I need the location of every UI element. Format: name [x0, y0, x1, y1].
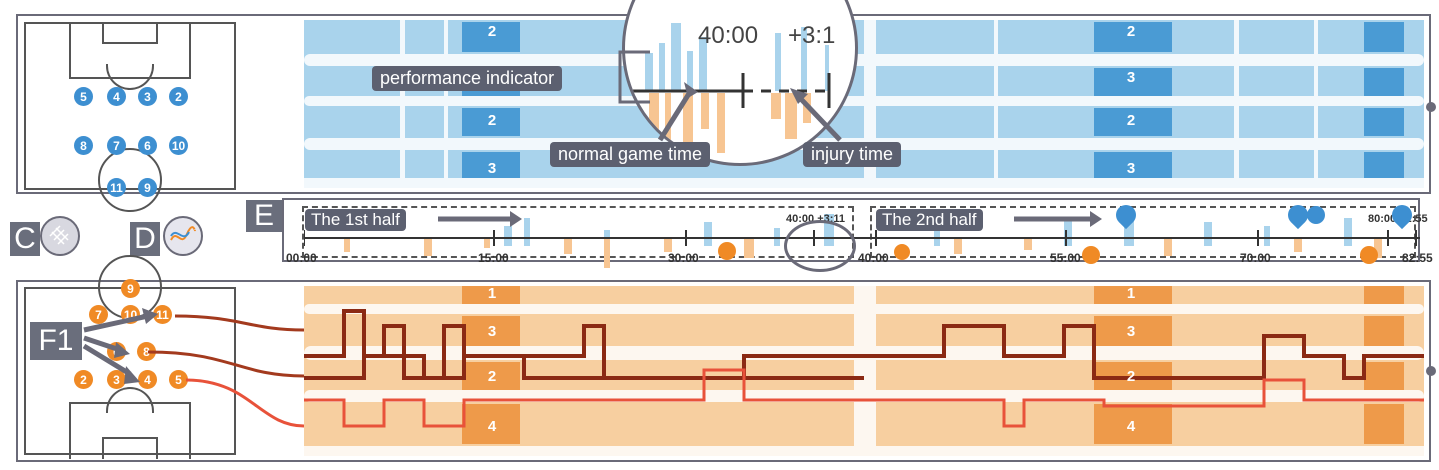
- panel-label-f1: F1: [30, 322, 82, 360]
- player-badge[interactable]: 7: [89, 305, 108, 324]
- tick-label: 30:00: [668, 251, 699, 265]
- zoom-time-label: 40:00: [698, 22, 759, 49]
- band-label: 1: [1126, 285, 1136, 302]
- band-label: 2: [1126, 23, 1136, 40]
- band-label: 3: [1126, 160, 1136, 177]
- ball-marker-icon[interactable]: [1307, 206, 1325, 224]
- band-label: 2: [487, 368, 497, 385]
- bottom-formation-heatmap: [304, 286, 1424, 456]
- top-pitch: [24, 22, 236, 212]
- grid-icon: [49, 225, 69, 245]
- first-half-label: The 1st half: [305, 209, 406, 231]
- panel-label-d: D: [130, 222, 160, 256]
- player-badge[interactable]: 4: [107, 87, 126, 106]
- band-label: 2: [487, 112, 497, 129]
- center-circle: [98, 148, 162, 212]
- annotation-arrows: [618, 50, 842, 142]
- player-badge[interactable]: 9: [138, 178, 157, 197]
- panel-label-c: C: [10, 222, 40, 256]
- tick-label: 00:00: [286, 251, 317, 265]
- band-label: 1: [487, 285, 497, 302]
- player-badge[interactable]: 8: [137, 342, 156, 361]
- band-label: 3: [487, 323, 497, 340]
- substitution-marker-icon[interactable]: [1082, 246, 1100, 264]
- ball-marker-icon[interactable]: [718, 242, 736, 260]
- player-badge[interactable]: 9: [121, 279, 140, 298]
- player-badge[interactable]: 3: [107, 370, 126, 389]
- player-badge[interactable]: 5: [74, 87, 93, 106]
- panel-label-e: E: [246, 199, 282, 232]
- tick-label: 40:00: [858, 251, 889, 265]
- player-badge[interactable]: 3: [138, 87, 157, 106]
- performance-indicator-label: performance indicator: [372, 66, 563, 91]
- grid-view-toggle[interactable]: [40, 216, 80, 256]
- substitution-marker-icon[interactable]: [1360, 246, 1378, 264]
- band-label: 2: [1126, 368, 1136, 385]
- band-label: 2: [1126, 112, 1136, 129]
- first-half-box: [302, 206, 854, 258]
- player-badge[interactable]: 11: [153, 305, 172, 324]
- wave-icon: [170, 226, 196, 241]
- normal-time-label: normal game time: [550, 142, 711, 167]
- player-badge[interactable]: 10: [169, 136, 188, 155]
- injury-time-label: injury time: [803, 142, 902, 167]
- goal-area: [102, 22, 158, 44]
- end-second-bottom-label: 82:55: [1402, 251, 1433, 265]
- tick-label: 55:00: [1050, 251, 1081, 265]
- player-badge[interactable]: 4: [138, 370, 157, 389]
- band-label: 2: [487, 23, 497, 40]
- player-badge[interactable]: 5: [169, 370, 188, 389]
- tick-label: 15:00: [478, 251, 509, 265]
- panel-connector-dot[interactable]: [1426, 366, 1436, 376]
- zoom-extra-label: +3:1: [788, 22, 836, 49]
- zoom-ring[interactable]: [784, 220, 856, 272]
- player-badge[interactable]: 11: [107, 178, 126, 197]
- band-label: 3: [1126, 69, 1136, 86]
- goal-area: [102, 437, 158, 459]
- half-direction-arrows: [438, 211, 1102, 227]
- band-label: 4: [487, 418, 497, 435]
- player-badge[interactable]: 2: [169, 87, 188, 106]
- band-label: 3: [1126, 323, 1136, 340]
- second-half-label: The 2nd half: [876, 209, 983, 231]
- player-badge[interactable]: 7: [107, 136, 126, 155]
- ball-marker-icon[interactable]: [894, 244, 910, 260]
- player-badge[interactable]: 6: [138, 136, 157, 155]
- band-label: 3: [487, 160, 497, 177]
- band-label: 4: [1126, 418, 1136, 435]
- player-badge[interactable]: 2: [74, 370, 93, 389]
- tick-label: 70:00: [1240, 251, 1271, 265]
- player-link-curves: [82, 308, 305, 428]
- trajectory-view-toggle[interactable]: [163, 216, 203, 256]
- player-badge[interactable]: 8: [74, 136, 93, 155]
- penalty-area: [69, 402, 191, 459]
- panel-connector-dot[interactable]: [1426, 102, 1436, 112]
